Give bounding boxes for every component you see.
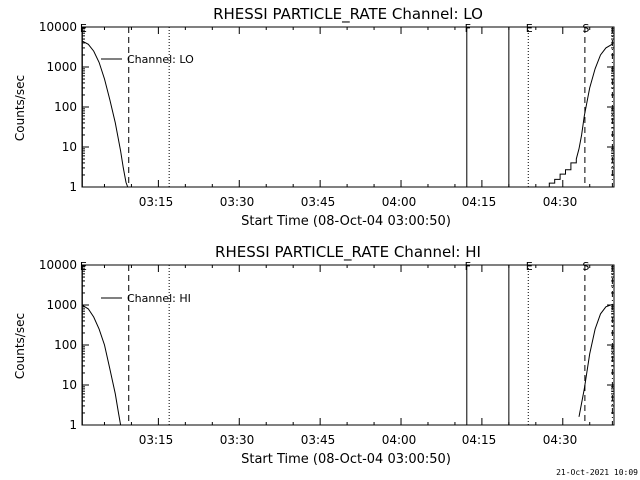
panel-hi-xtick-label: 03:30 [220,433,255,447]
panel-hi-ytick-label: 10 [62,378,77,392]
panel-lo-xtick-label: 04:15 [462,195,497,209]
event-label: F [465,260,471,273]
panel-hi-ylabel: Counts/sec [13,313,27,379]
event-label: E [526,260,533,273]
series-line [578,303,614,417]
panel-hi-legend-label: Channel: HI [127,292,191,305]
panel-lo-legend-label: Channel: LO [127,53,194,66]
panel-lo-ytick-label: 1 [69,180,77,194]
panel-lo: RHESSI PARTICLE_RATE Channel: LO Counts/… [13,5,615,229]
panel-lo-legend: Channel: LO [101,53,194,66]
panel-hi-ytick-label: 100 [54,338,77,352]
event-label: S [582,22,589,35]
panel-hi-xtick-label: 04:30 [543,433,578,447]
panel-hi-ytick-label: 1 [69,418,77,432]
panel-hi-xtick-label: 03:45 [301,433,336,447]
panel-hi-ytick-label: 10000 [39,258,77,272]
event-label: E [80,22,87,35]
panel-lo-xtick-label: 03:45 [301,195,336,209]
event-label: E [526,22,533,35]
panel-hi-xtick-label: 04:00 [382,433,417,447]
panel-lo-ylabel: Counts/sec [13,75,27,141]
panel-hi: RHESSI PARTICLE_RATE Channel: HI Counts/… [13,243,615,467]
panel-hi-y-axis: 1 10 100 1000 10000 [39,258,614,432]
panel-hi-series [81,303,614,426]
series-line [81,40,129,188]
panel-lo-ytick-label: 1000 [46,60,77,74]
panel-lo-x-axis: 03:15 03:30 03:45 04:00 04:15 04:30 [103,27,591,209]
panel-hi-x-axis: 03:15 03:30 03:45 04:00 04:15 04:30 [103,265,591,447]
panel-hi-title: RHESSI PARTICLE_RATE Channel: HI [215,243,481,262]
panel-hi-ytick-label: 1000 [46,298,77,312]
panel-lo-series [81,40,614,188]
panel-hi-xtick-label: 03:15 [139,433,174,447]
panel-lo-ytick-label: 100 [54,100,77,114]
event-label: F [465,22,471,35]
event-label: E [80,260,87,273]
event-label: S [582,260,589,273]
panel-lo-ytick-label: 10000 [39,20,77,34]
panel-lo-xlabel: Start Time (08-Oct-04 03:00:50) [241,214,451,229]
panel-lo-xtick-label: 04:00 [382,195,417,209]
panel-lo-xtick-label: 03:15 [139,195,174,209]
footer-timestamp: 21-Oct-2021 10:09 [556,468,638,477]
panel-hi-xtick-label: 04:15 [462,433,497,447]
panel-lo-ytick-label: 10 [62,140,77,154]
panel-hi-legend: Channel: HI [101,292,191,305]
panel-lo-xtick-label: 04:30 [543,195,578,209]
series-line [81,304,122,426]
panel-lo-title: RHESSI PARTICLE_RATE Channel: LO [213,5,483,24]
panel-hi-xlabel: Start Time (08-Oct-04 03:00:50) [241,452,451,467]
panel-lo-xtick-label: 03:30 [220,195,255,209]
series-line [543,43,614,188]
